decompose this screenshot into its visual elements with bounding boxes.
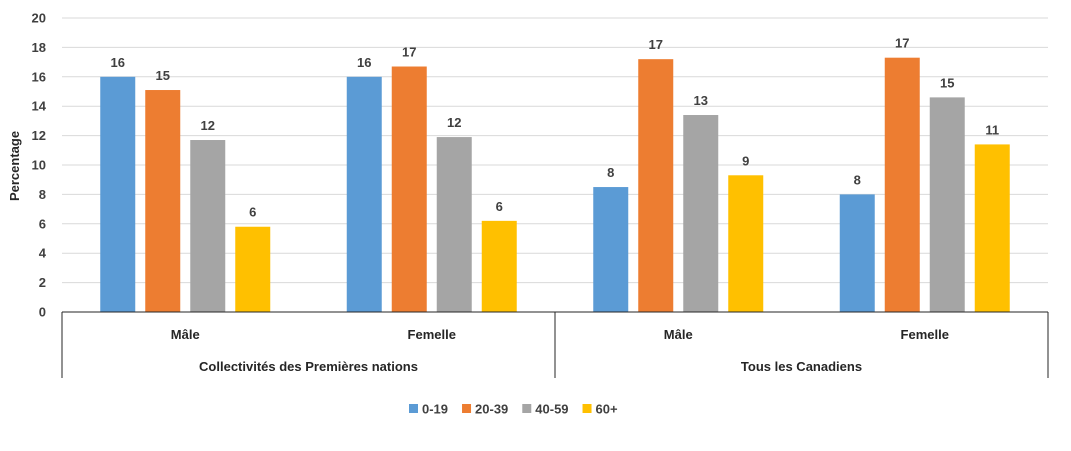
bar bbox=[728, 175, 764, 312]
legend-label: 40-59 bbox=[535, 402, 568, 417]
data-labels: 16 16 8 8 15 17 17 17 12 12 13 15 6 6 9 11 bbox=[111, 36, 1000, 220]
data-label: 17 bbox=[402, 45, 416, 60]
y-tick-label: 14 bbox=[32, 99, 47, 114]
y-axis-ticks: 0 2 4 6 8 10 12 14 16 18 20 bbox=[32, 11, 47, 320]
data-label: 16 bbox=[111, 55, 125, 70]
category-label: Mâle bbox=[664, 327, 693, 342]
bars bbox=[100, 57, 1010, 313]
data-label: 15 bbox=[156, 68, 170, 83]
legend-item: 40-59 bbox=[522, 402, 569, 417]
group-label: Collectivités des Premières nations bbox=[199, 359, 418, 374]
data-label: 16 bbox=[357, 55, 371, 70]
legend-swatch bbox=[462, 404, 472, 413]
bar bbox=[839, 194, 875, 312]
bar bbox=[638, 59, 674, 312]
y-tick-label: 16 bbox=[32, 69, 46, 84]
legend-item: 60+ bbox=[582, 402, 618, 417]
legend-item: 20-39 bbox=[462, 402, 508, 417]
y-tick-label: 12 bbox=[32, 128, 46, 143]
bar bbox=[235, 226, 271, 312]
bar bbox=[346, 76, 382, 312]
bar bbox=[145, 90, 181, 312]
bar bbox=[100, 76, 136, 312]
category-label: Femelle bbox=[408, 327, 456, 342]
legend-label: 0-19 bbox=[422, 402, 448, 417]
category-label: Femelle bbox=[901, 327, 949, 342]
y-tick-label: 20 bbox=[32, 11, 46, 26]
y-tick-label: 18 bbox=[32, 40, 46, 55]
data-label: 8 bbox=[607, 165, 614, 180]
y-tick-label: 6 bbox=[39, 216, 46, 231]
data-label: 15 bbox=[940, 75, 954, 90]
y-tick-label: 0 bbox=[39, 305, 46, 320]
legend-swatch bbox=[582, 404, 592, 413]
bar bbox=[884, 57, 920, 312]
group-label: Tous les Canadiens bbox=[741, 359, 862, 374]
legend-label: 20-39 bbox=[475, 402, 508, 417]
bar bbox=[190, 140, 226, 312]
data-label: 17 bbox=[895, 36, 909, 51]
bar bbox=[593, 187, 629, 312]
data-label: 17 bbox=[649, 37, 663, 52]
y-axis-label: Percentage bbox=[7, 131, 22, 201]
y-tick-label: 8 bbox=[39, 187, 46, 202]
legend-swatch bbox=[522, 404, 532, 413]
bar bbox=[683, 115, 719, 313]
y-tick-label: 10 bbox=[32, 158, 46, 173]
data-label: 12 bbox=[447, 115, 461, 130]
bar bbox=[436, 137, 472, 312]
legend-label: 60+ bbox=[596, 402, 618, 417]
bar bbox=[391, 66, 427, 312]
data-label: 11 bbox=[985, 122, 999, 137]
data-label: 6 bbox=[249, 205, 256, 220]
category-label: Mâle bbox=[171, 327, 200, 342]
bar bbox=[481, 220, 517, 312]
gridlines bbox=[62, 17, 1048, 284]
legend-swatch bbox=[409, 404, 418, 413]
data-label: 6 bbox=[496, 199, 503, 214]
category-axis: Mâle Femelle Mâle Femelle Collectivités des … bbox=[61, 311, 1049, 378]
data-label: 8 bbox=[854, 172, 861, 187]
bar bbox=[974, 144, 1010, 312]
y-tick-label: 4 bbox=[39, 246, 47, 261]
data-label: 9 bbox=[742, 153, 749, 168]
legend-item: 0-19 bbox=[409, 402, 448, 417]
data-label: 12 bbox=[201, 118, 215, 133]
data-label: 13 bbox=[694, 93, 708, 108]
y-tick-label: 2 bbox=[39, 275, 46, 290]
bar bbox=[929, 97, 965, 312]
legend: 0-19 20-39 40-59 60+ bbox=[409, 402, 618, 417]
